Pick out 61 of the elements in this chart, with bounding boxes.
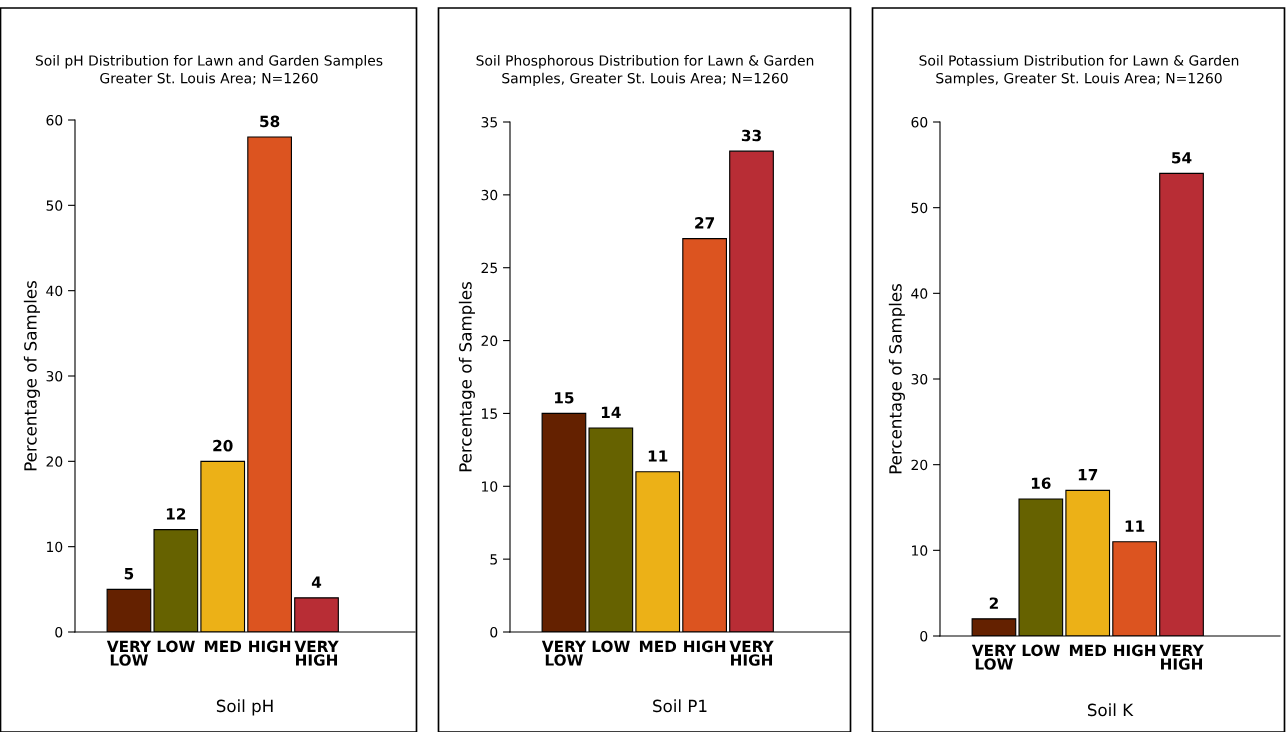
x-tick-label: VERY HIGH	[294, 640, 339, 666]
y-tick-label: 40	[46, 285, 63, 297]
y-tick-label: 50	[911, 202, 928, 214]
data-label: 16	[1031, 477, 1051, 490]
data-label: 54	[1172, 152, 1192, 164]
y-axis-title: Percentage of Samples	[458, 282, 475, 472]
y-tick-label: 35	[481, 116, 497, 128]
x-tick-label: VERY HIGH	[1159, 644, 1204, 670]
x-tick-label: HIGH	[249, 640, 291, 653]
x-tick-label: HIGH	[1114, 644, 1156, 657]
y-tick-label: 0	[490, 626, 498, 638]
data-label: 58	[260, 115, 280, 128]
x-tick-label: VERY HIGH	[729, 640, 774, 666]
y-tick-label: 50	[46, 200, 63, 211]
y-tick-label: 25	[481, 262, 497, 274]
x-tick-label: VERY LOW	[541, 640, 587, 666]
x-tick-label: VERY LOW	[106, 640, 152, 666]
data-label: 11	[648, 450, 668, 462]
x-tick-label: MED	[204, 640, 242, 652]
x-tick-label: MED	[639, 640, 677, 652]
data-label: 20	[213, 439, 233, 452]
x-tick-label: VERY LOW	[971, 644, 1017, 670]
y-axis-title: Percentage of Samples	[23, 281, 40, 471]
y-tick-label: 10	[47, 541, 63, 553]
y-tick-label: 40	[911, 288, 928, 299]
data-label: 33	[741, 129, 761, 142]
x-axis-title: Soil pH	[216, 699, 273, 716]
y-tick-label: 5	[490, 554, 497, 565]
data-label: 11	[1125, 520, 1145, 532]
x-tick-label: LOW	[1022, 644, 1060, 657]
x-tick-label: LOW	[592, 640, 630, 653]
y-tick-label: 0	[920, 630, 928, 642]
y-tick-label: 20	[481, 335, 498, 347]
y-tick-label: 0	[55, 626, 63, 638]
y-tick-label: 10	[482, 481, 498, 492]
data-label: 14	[601, 406, 621, 418]
y-tick-label: 30	[481, 189, 498, 201]
data-label: 5	[124, 568, 134, 580]
y-axis-title: Percentage of Samples	[888, 284, 905, 474]
x-axis-title: Soil P1	[653, 699, 707, 713]
chart-title: Soil Potassium Distribution for Lawn & Garden Samples, Greater St. Louis Area; N=1260	[919, 55, 1239, 87]
y-tick-label: 20	[911, 459, 928, 471]
x-axis-title: Soil K	[1087, 703, 1134, 717]
y-tick-label: 10	[912, 545, 928, 556]
x-tick-label: LOW	[157, 640, 195, 653]
y-tick-label: 15	[482, 408, 497, 419]
y-tick-label: 30	[46, 370, 63, 382]
chart-title: Soil pH Distribution for Lawn and Garden Samples Greater St. Louis Area; N=1260	[35, 55, 383, 85]
data-label: 4	[311, 576, 322, 588]
y-tick-label: 60	[46, 114, 63, 126]
x-tick-label: MED	[1069, 644, 1107, 656]
y-tick-label: 60	[911, 116, 928, 128]
data-label: 27	[695, 217, 715, 229]
x-tick-label: HIGH	[684, 640, 726, 653]
chart-title: Soil Phosphorous Distribution for Lawn & Garden Samples, Greater St. Louis Area; N=1260	[476, 55, 814, 87]
data-label: 2	[989, 597, 998, 609]
y-tick-label: 30	[911, 373, 928, 385]
data-label: 12	[166, 508, 186, 520]
data-label: 15	[555, 392, 574, 404]
y-tick-label: 20	[46, 456, 63, 467]
data-label: 17	[1078, 469, 1098, 481]
